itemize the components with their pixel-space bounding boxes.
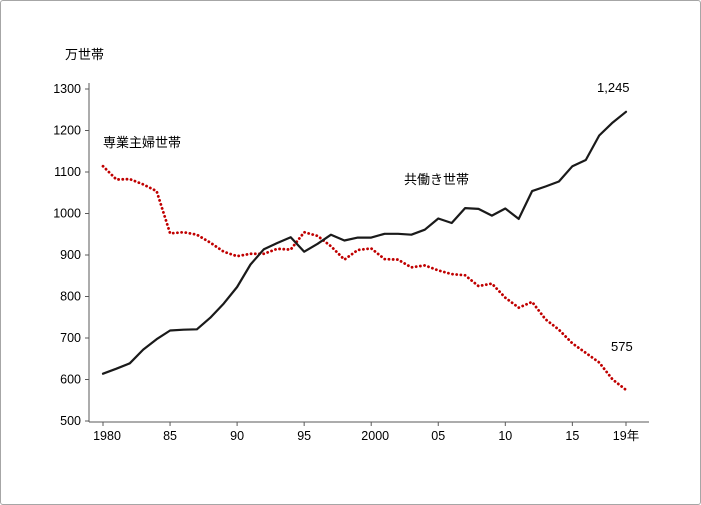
x-tick-label: 15 (565, 429, 579, 443)
y-tick-label: 1000 (53, 207, 81, 221)
series-label-sengyoshufu: 専業主婦世帯 (103, 135, 182, 150)
y-axis-unit-label: 万世帯 (65, 47, 105, 62)
y-tick-label: 1200 (53, 124, 81, 138)
y-tick-label: 800 (60, 290, 81, 304)
series-label-tomobataraki: 共働き世帯 (404, 172, 470, 187)
y-tick-label: 1300 (53, 82, 81, 96)
y-tick-label: 900 (60, 248, 81, 262)
x-tick-label: 1980 (93, 429, 121, 443)
x-tick-label: 10 (498, 429, 512, 443)
end-value-label-sengyoshufu: 575 (611, 339, 633, 354)
x-tick-label: 95 (297, 429, 311, 443)
x-tick-label: 2000 (361, 429, 389, 443)
x-tick-label: 90 (230, 429, 244, 443)
x-tick-label: 19年 (613, 429, 639, 443)
x-tick-label: 05 (431, 429, 445, 443)
y-tick-label: 700 (60, 331, 81, 345)
y-tick-label: 500 (60, 414, 81, 428)
end-value-label-tomobataraki: 1,245 (597, 80, 630, 95)
series-line-tomobataraki (101, 110, 628, 375)
series-line-sengyoshufu (101, 164, 628, 392)
y-tick-label: 600 (60, 373, 81, 387)
x-tick-label: 85 (163, 429, 177, 443)
y-tick-label: 1100 (54, 165, 81, 179)
